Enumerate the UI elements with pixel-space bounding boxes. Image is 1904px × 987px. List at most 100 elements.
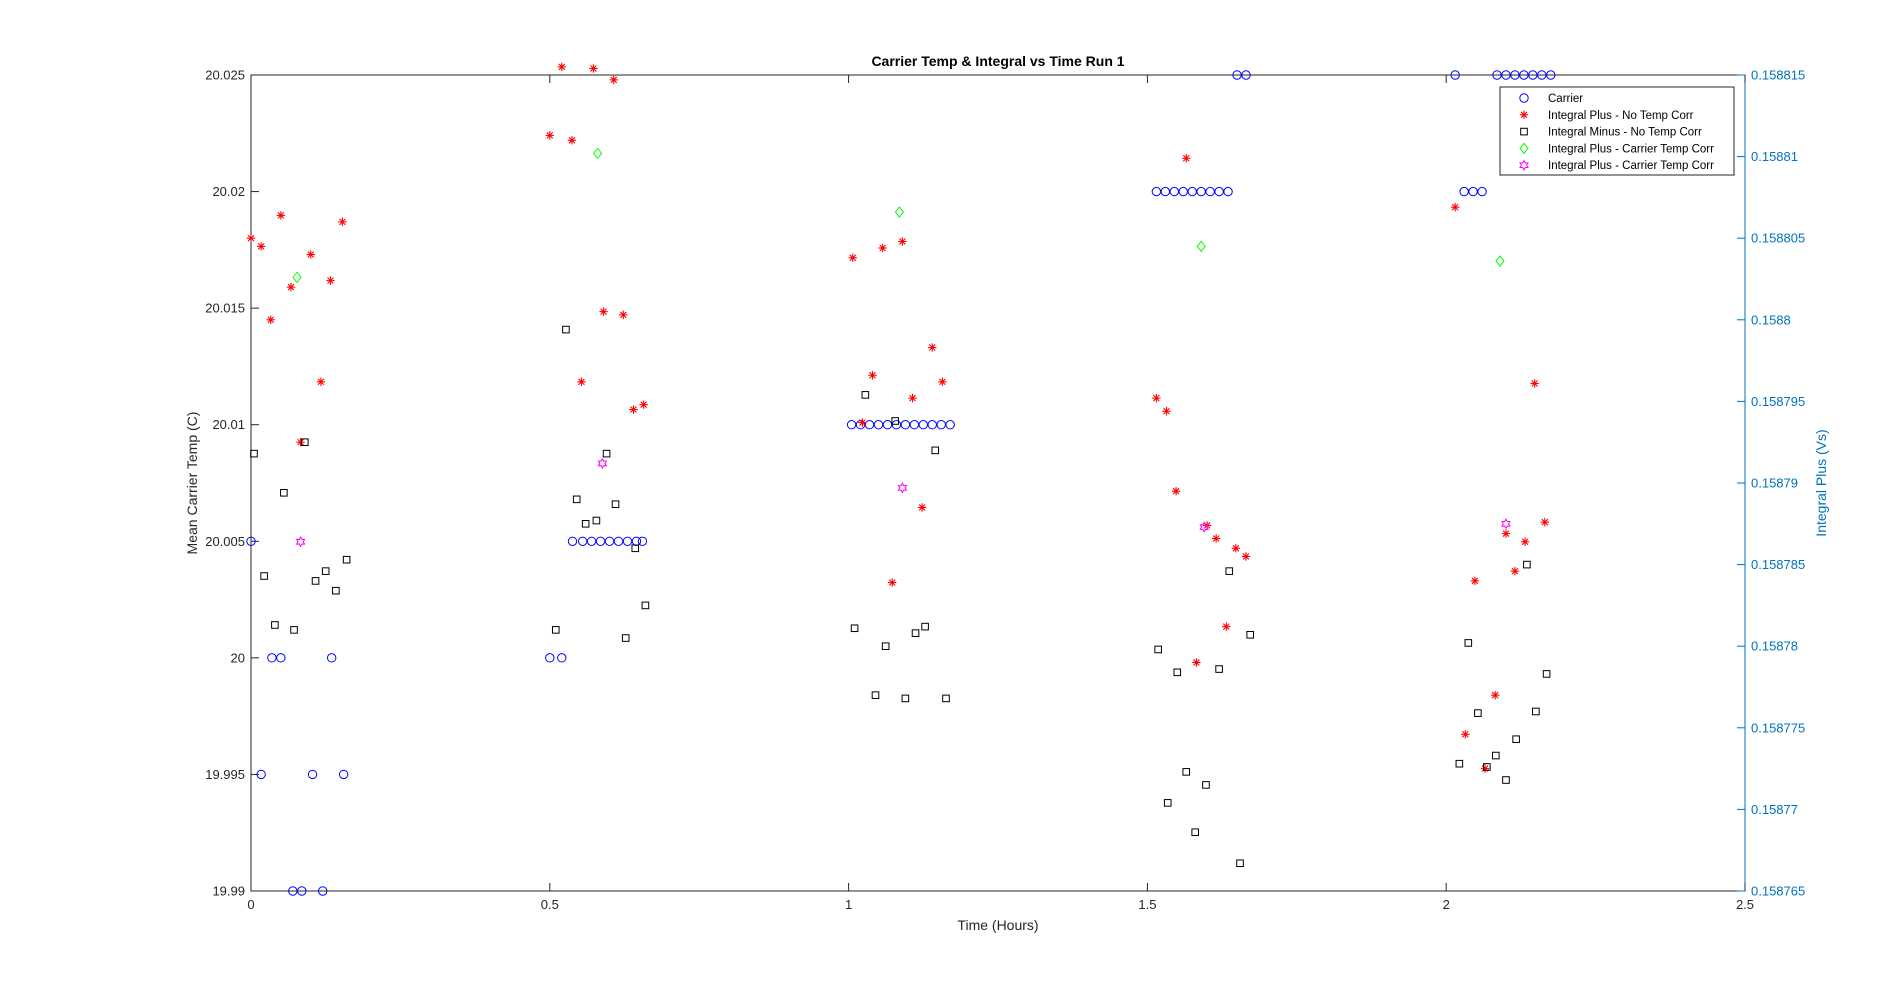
carrier-point — [936, 420, 946, 430]
carrier-point — [637, 536, 648, 546]
carrier-point — [1241, 70, 1251, 80]
carrier-point — [1510, 70, 1520, 80]
integral-plus-no-corr-point — [1192, 658, 1201, 667]
carrier-point — [276, 653, 286, 663]
carrier-point — [613, 536, 624, 546]
legend-item: Integral Plus - Carrier Temp Corr — [1519, 159, 1714, 172]
chart-title: Carrier Temp & Integral vs Time Run 1 — [871, 53, 1124, 69]
legend-marker — [1520, 127, 1528, 136]
integral-plus-no-corr-point — [296, 438, 305, 447]
integral-minus-no-corr-point — [342, 555, 351, 564]
integral-plus-carrier-corr-diamond-point — [592, 147, 603, 160]
integral-plus-no-corr-point — [557, 62, 566, 72]
integral-plus-no-corr-point — [577, 377, 586, 387]
carrier-point — [631, 536, 642, 546]
integral-minus-no-corr-point — [1483, 763, 1491, 771]
y2-tick-label: 0.158765 — [1751, 884, 1805, 899]
y2-tick-label: 0.1588 — [1751, 312, 1791, 327]
integral-minus-no-corr-point — [1246, 630, 1254, 639]
carrier-point — [927, 420, 937, 430]
integral-minus-no-corr-point — [641, 601, 650, 610]
carrier-point — [873, 420, 884, 430]
integral-plus-no-corr-point — [1480, 764, 1490, 773]
integral-plus-no-corr-point — [316, 377, 326, 387]
integral-plus-no-corr-point — [1461, 730, 1470, 739]
carrier-point — [1232, 70, 1242, 80]
integral-minus-no-corr-point — [1191, 828, 1200, 837]
carrier-point — [1492, 70, 1502, 80]
integral-minus-no-corr-point — [332, 586, 340, 595]
integral-minus-no-corr-point — [562, 325, 570, 334]
legend-marker — [1519, 93, 1529, 103]
integral-plus-no-corr-point — [1530, 379, 1539, 388]
carrier-point — [307, 769, 318, 780]
integral-minus-no-corr-point — [1502, 776, 1510, 784]
y-axis-ticks: 19.99 19.995 20 20.005 20.01 20.015 20.02 20.02… — [205, 68, 259, 899]
x-tick-label: 2.5 — [1736, 897, 1754, 912]
carrier-point — [1477, 186, 1487, 197]
integral-plus-no-corr-point — [326, 276, 335, 285]
x-axis-ticks: 0 0.5 1 1.5 2 2.5 — [247, 75, 1754, 912]
carrier-point — [246, 536, 256, 546]
y2-axis-ticks: 0.158765 0.15877 0.158775 0.15878 0.158785 0.… — [1737, 68, 1805, 899]
carrier-point — [545, 653, 555, 663]
data-marks — [246, 62, 1556, 896]
legend-item: Integral Plus - Carrier Temp Corr — [1519, 142, 1714, 155]
carrier-point — [1537, 70, 1547, 80]
integral-plus-no-corr-point — [639, 400, 648, 409]
integral-plus-no-corr-point — [1470, 576, 1480, 586]
carrier-point — [577, 536, 588, 546]
integral-plus-no-corr-point — [908, 393, 917, 403]
integral-plus-no-corr-point — [898, 237, 907, 246]
integral-plus-no-corr-point — [256, 242, 266, 251]
legend: Carrier Integral Plus - No Temp Corr Integ… — [1499, 86, 1735, 176]
legend-marker — [1519, 142, 1529, 155]
integral-minus-no-corr-point — [1202, 781, 1210, 789]
y2-tick-label: 0.15881 — [1751, 149, 1798, 164]
carrier-point — [256, 769, 266, 780]
carrier-point — [567, 536, 578, 546]
legend-item: Integral Plus - No Temp Corr — [1519, 110, 1694, 122]
integral-minus-no-corr-point — [891, 417, 900, 425]
integral-plus-no-corr-point — [306, 250, 315, 259]
carrier-point — [1160, 186, 1171, 197]
integral-minus-no-corr-point — [850, 624, 859, 633]
integral-plus-no-corr-point — [629, 405, 638, 414]
carrier-point — [267, 653, 277, 663]
integral-minus-no-corr-point — [1532, 707, 1540, 716]
legend-label: Integral Plus - No Temp Corr — [1548, 110, 1694, 122]
integral-minus-no-corr-point — [621, 634, 630, 642]
integral-plus-carrier-corr-diamond-point — [1495, 255, 1505, 267]
integral-plus-no-corr-point — [266, 315, 275, 324]
carrier-point — [1151, 186, 1162, 197]
integral-minus-no-corr-point — [1474, 709, 1482, 717]
legend-item: Carrier — [1519, 93, 1583, 105]
integral-plus-no-corr-point — [1162, 406, 1171, 416]
carrier-point — [900, 420, 911, 430]
integral-plus-no-corr-point — [599, 307, 608, 316]
integral-plus-carrier-corr-diamond-point — [894, 206, 905, 218]
integral-minus-no-corr-point — [1523, 560, 1531, 569]
legend-label: Integral Plus - Carrier Temp Corr — [1548, 143, 1714, 155]
integral-minus-no-corr-point — [921, 622, 929, 631]
integral-plus-no-corr-point — [1450, 202, 1460, 212]
integral-plus-no-corr-point — [1211, 534, 1221, 543]
integral-plus-carrier-corr-hex-point — [1199, 521, 1210, 533]
integral-minus-no-corr-point — [602, 449, 611, 458]
integral-plus-carrier-corr-diamond-point — [1196, 240, 1206, 253]
integral-plus-no-corr-point — [878, 243, 887, 253]
integral-plus-no-corr-point — [609, 75, 618, 85]
legend-box — [1499, 86, 1735, 176]
carrier-point — [586, 536, 597, 546]
integral-plus-no-corr-point — [1171, 486, 1181, 496]
carrier-point — [288, 886, 298, 896]
integral-minus-no-corr-point — [581, 520, 590, 528]
integral-minus-no-corr-point — [861, 391, 870, 399]
y2-tick-label: 0.158785 — [1751, 557, 1805, 572]
carrier-point — [1501, 70, 1511, 80]
carrier-point — [318, 886, 328, 896]
integral-plus-no-corr-point — [848, 253, 857, 262]
integral-minus-no-corr-point — [300, 438, 309, 446]
carrier-point — [909, 420, 920, 430]
carrier-point — [1528, 70, 1538, 80]
